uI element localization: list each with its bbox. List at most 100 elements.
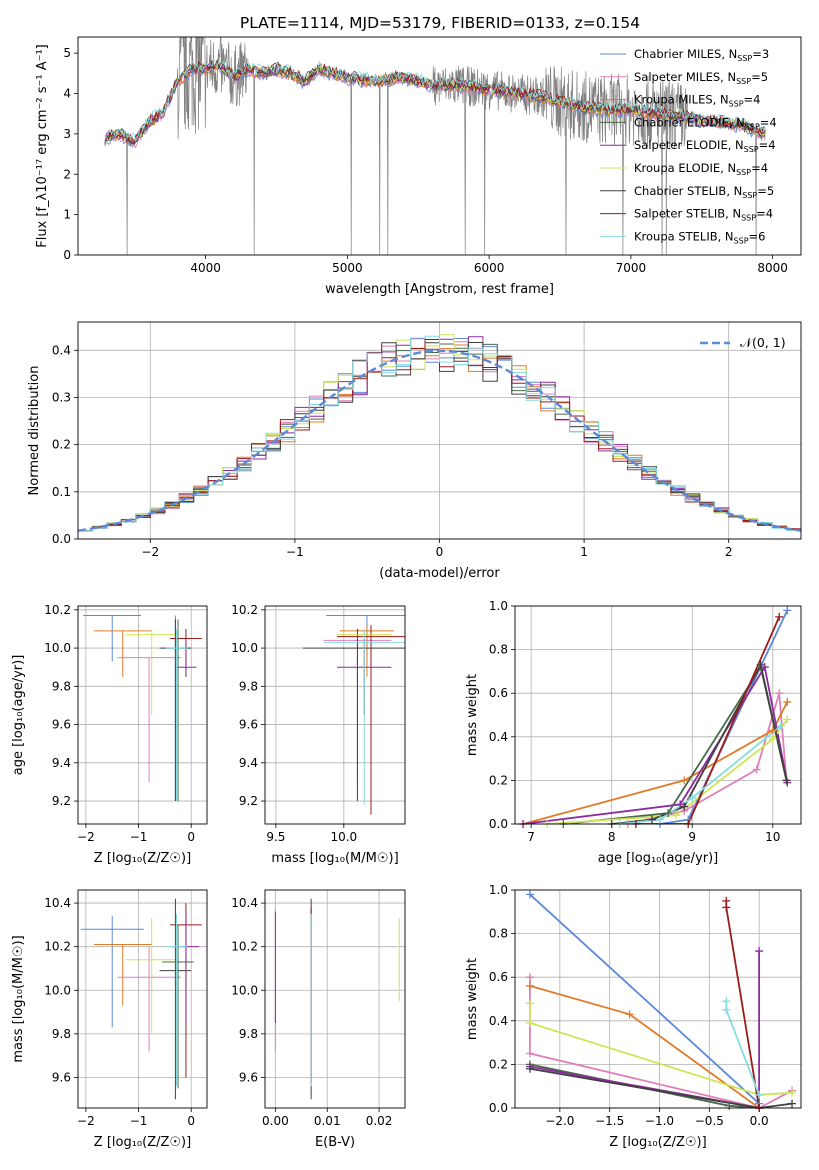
x-axis-label: mass [log₁₀(M/M☉)] bbox=[271, 851, 398, 866]
axes-frame bbox=[514, 889, 802, 1109]
legend-label-main: Kroupa STELIB, N bbox=[634, 229, 734, 243]
weight-line-salpeter_miles bbox=[627, 692, 788, 824]
y-tick-label: 0.8 bbox=[489, 927, 508, 941]
weight-marker-chabrier_stelib bbox=[788, 1099, 797, 1108]
residuals-panel: −2 −1 0 1 2 0.0 0.1 0.2 0.3 0.4 (data-model)/error… bbox=[27, 321, 802, 581]
weight-marker-kroupa_miles bbox=[680, 776, 689, 785]
x-tick-label: 7 bbox=[527, 830, 535, 844]
x-tick-label: 1 bbox=[580, 545, 588, 559]
y-tick-label: 9.6 bbox=[52, 1070, 71, 1084]
weight-marker-kroupa_elodie bbox=[525, 1018, 534, 1027]
x-tick-label: 10.0 bbox=[330, 830, 357, 844]
legend-label-sub: SSP bbox=[736, 77, 751, 86]
x-tick-label: 9 bbox=[688, 830, 696, 844]
x-tick-label: −1 bbox=[130, 830, 148, 844]
legend-label-tail: =5 bbox=[757, 184, 774, 198]
y-tick-label: 3 bbox=[63, 127, 71, 141]
y-tick-label: 9.8 bbox=[239, 679, 258, 693]
y-tick-label: 9.8 bbox=[52, 1027, 71, 1041]
y-tick-label: 0.6 bbox=[489, 686, 508, 700]
x-tick-label: 0 bbox=[187, 830, 195, 844]
y-tick-label: 10.4 bbox=[44, 896, 71, 910]
axes-frame bbox=[77, 605, 208, 825]
mass_vs_Z-plot-area bbox=[80, 898, 202, 1100]
x-axis-label: Z [log₁₀(Z/Z☉)] bbox=[609, 1135, 706, 1150]
axes-frame bbox=[264, 605, 406, 825]
weight-marker-kroupa_elodie bbox=[525, 999, 534, 1008]
legend-label-main: Chabrier STELIB, N bbox=[634, 184, 742, 198]
legend-label-sub: SSP bbox=[736, 168, 751, 177]
legend-label-tail: =4 bbox=[760, 115, 777, 129]
weight-line-kroupa_elodie bbox=[547, 718, 789, 824]
x-tick-label: −1.5 bbox=[595, 1114, 624, 1128]
weight-line-salpeter_stelib bbox=[635, 616, 781, 824]
weight-line-chabrier_stelib bbox=[529, 1067, 793, 1108]
y-tick-label: 0 bbox=[63, 248, 71, 262]
y-tick-label: 0.1 bbox=[52, 485, 71, 499]
spectrum-panel: 4000 5000 6000 7000 8000 0 1 2 3 4 5 wavelength [An… bbox=[35, 36, 802, 297]
age_vs_Z-panel: −2 −1 0 9.2 9.4 9.6 9.8 10.0 10.2 Z [log₁₀(Z/Z☉)]… bbox=[11, 603, 208, 866]
figure-title: PLATE=1114, MJD=53179, FIBERID=0133, z=0… bbox=[240, 14, 640, 32]
y-axis-label: mass weight bbox=[465, 958, 480, 1040]
x-tick-label: −0.5 bbox=[695, 1114, 724, 1128]
y-tick-label: 0.2 bbox=[489, 1057, 508, 1071]
y-tick-label: 0.2 bbox=[52, 438, 71, 452]
weight_vs_age-panel: 7 8 9 10 0.0 0.2 0.4 0.6 0.8 1.0 age [log₁₀(age/yr… bbox=[465, 599, 802, 866]
legend-label-tail: =4 bbox=[756, 207, 773, 221]
weight-marker-salpeter_stelib bbox=[722, 903, 731, 912]
x-tick-label: 8000 bbox=[757, 261, 788, 275]
legend-label-sub: SSP bbox=[729, 100, 744, 109]
age_vs_mass-plot-area bbox=[303, 615, 405, 815]
legend-label-main: Salpeter STELIB, N bbox=[634, 207, 741, 221]
age_vs_mass-panel: 9.5 10.0 9.2 9.4 9.6 9.8 10.0 10.2 mass [log₁₀(M… bbox=[231, 603, 406, 866]
x-tick-label: 8 bbox=[608, 830, 616, 844]
x-tick-label: 7000 bbox=[616, 261, 647, 275]
y-tick-label: 0.4 bbox=[52, 343, 71, 357]
legend-label-main: Chabrier ELODIE, N bbox=[634, 115, 745, 129]
mass_vs_ebv-plot-area bbox=[274, 898, 400, 1100]
y-tick-label: 0.6 bbox=[489, 970, 508, 984]
gaussian-reference-line bbox=[78, 349, 801, 532]
weight-line-kroupa_stelib bbox=[725, 1001, 760, 1096]
y-tick-label: 1.0 bbox=[489, 599, 508, 613]
x-tick-label: 10 bbox=[765, 830, 780, 844]
weight-marker-kroupa_stelib bbox=[722, 997, 731, 1006]
weight-marker-kroupa_stelib bbox=[688, 793, 697, 802]
x-axis-label: Z [log₁₀(Z/Z☉)] bbox=[94, 1135, 191, 1150]
weight-marker-salpeter_miles bbox=[752, 765, 761, 774]
weight-marker-salpeter_elodie bbox=[676, 800, 685, 809]
y-tick-label: 2 bbox=[63, 167, 71, 181]
legend-label-main: Salpeter ELODIE, N bbox=[634, 138, 744, 152]
legend-label-sub: SSP bbox=[734, 236, 749, 245]
y-axis-label: mass weight bbox=[465, 674, 480, 756]
y-tick-label: 9.8 bbox=[239, 1027, 258, 1041]
histogram-kroupa_stelib bbox=[78, 335, 801, 532]
y-tick-label: 9.6 bbox=[52, 718, 71, 732]
weight-marker-kroupa_miles bbox=[783, 697, 792, 706]
weight-marker-salpeter_elodie bbox=[755, 947, 764, 956]
y-tick-label: 0.4 bbox=[489, 1014, 508, 1028]
x-axis-label: (data-model)/error bbox=[379, 566, 500, 581]
mass_vs_ebv-panel: 0.00 0.01 0.02 9.6 9.8 10.0 10.2 10.4 E(B-V) bbox=[231, 889, 406, 1150]
x-tick-label: −2 bbox=[141, 545, 159, 559]
y-tick-label: 10.0 bbox=[231, 983, 258, 997]
y-axis-label: Flux [f_λ10⁻¹⁷ erg cm⁻² s⁻¹ A⁻¹] bbox=[35, 44, 50, 248]
y-tick-label: 9.2 bbox=[239, 794, 258, 808]
weight-line-kroupa_elodie bbox=[529, 1003, 793, 1096]
axes-frame bbox=[77, 321, 802, 540]
weight-marker-chabrier_stelib bbox=[756, 660, 765, 669]
weight-marker-kroupa_elodie bbox=[768, 734, 777, 743]
x-tick-label: 0 bbox=[436, 545, 444, 559]
y-tick-label: 9.2 bbox=[52, 794, 71, 808]
y-tick-label: 10.2 bbox=[44, 603, 71, 617]
x-tick-label: 5000 bbox=[332, 261, 363, 275]
legend-entry-kroupa_stelib: Kroupa STELIB, NSSP=6 bbox=[634, 229, 765, 245]
weight-marker-kroupa_stelib bbox=[755, 1090, 764, 1099]
weight-line-kroupa_miles bbox=[529, 985, 760, 1108]
x-tick-label: 2 bbox=[725, 545, 733, 559]
axes-frame bbox=[264, 889, 406, 1109]
x-tick-label: 9.5 bbox=[266, 830, 285, 844]
x-tick-label: 4000 bbox=[190, 261, 221, 275]
